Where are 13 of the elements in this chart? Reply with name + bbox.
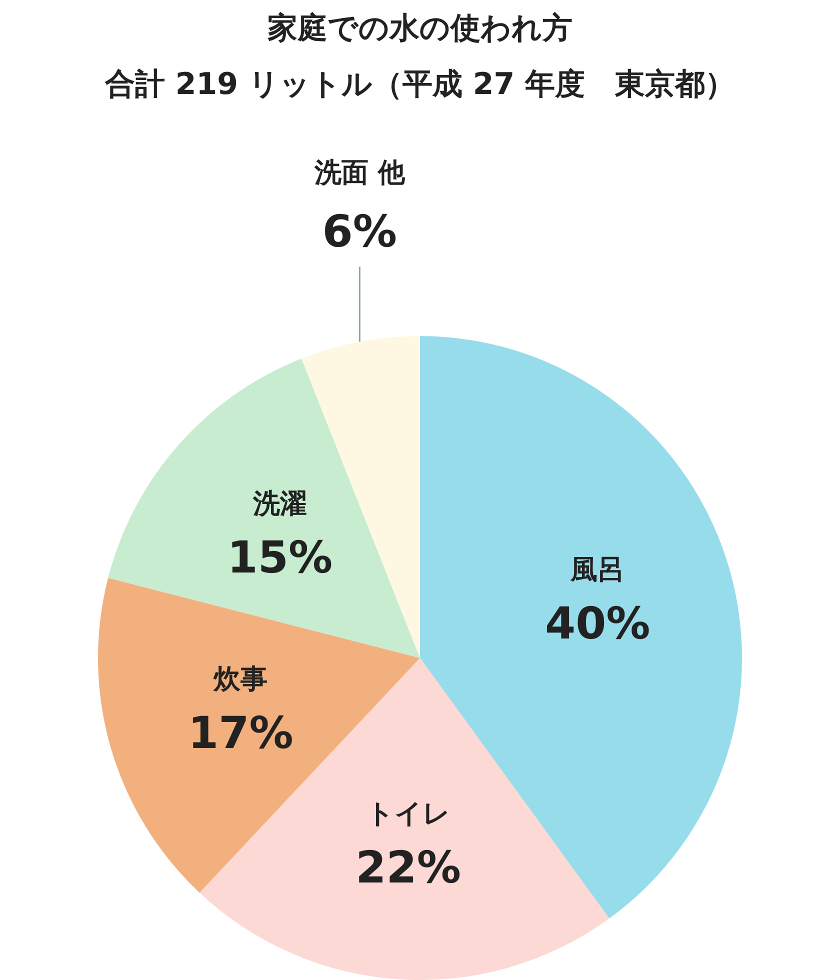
- chart-subtitle: 合計 219 リットル（平成 27 年度 東京都）: [104, 67, 736, 102]
- data-label: 40%: [544, 598, 650, 650]
- chart-title: 家庭での水の使われ方: [268, 11, 572, 46]
- pie-slice: [108, 358, 420, 658]
- slice-label: 洗面 他: [313, 158, 406, 189]
- data-label: 22%: [356, 842, 461, 894]
- slice-label: 炊事: [212, 664, 268, 696]
- data-label: 17%: [188, 708, 294, 760]
- slice-label: 風呂: [570, 554, 625, 586]
- data-label: 6%: [322, 206, 398, 258]
- slice-label: 洗濯: [252, 488, 307, 520]
- slice-label: トイレ: [366, 798, 450, 830]
- data-label: 15%: [227, 532, 333, 584]
